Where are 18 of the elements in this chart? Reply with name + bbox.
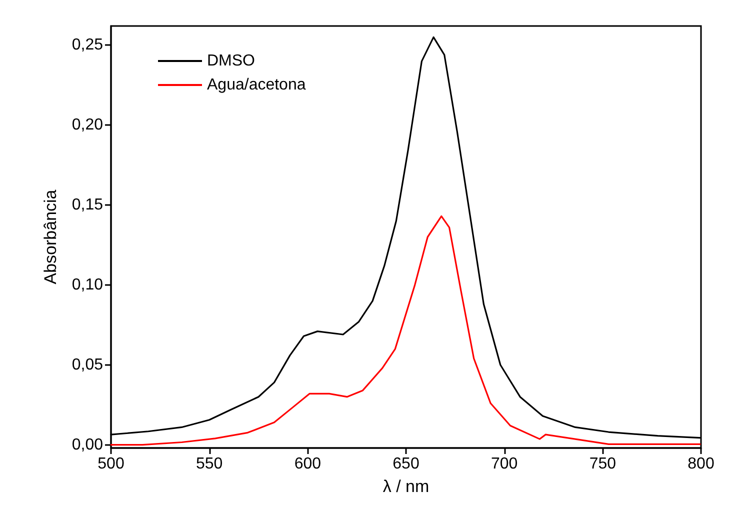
y-tick-label: 0,00 bbox=[72, 436, 104, 454]
x-tick-label: 550 bbox=[196, 456, 223, 472]
x-tick-label: 600 bbox=[294, 456, 322, 472]
y-tick-label: 0,25 bbox=[72, 36, 104, 54]
legend-label: Agua/acetona bbox=[207, 76, 306, 94]
x-axis-title: λ / nm bbox=[382, 477, 430, 496]
x-tick-label: 650 bbox=[392, 456, 420, 472]
y-tick-label: 0,10 bbox=[72, 276, 104, 294]
y-tick-label: 0,20 bbox=[72, 116, 104, 134]
x-tick-label: 750 bbox=[589, 456, 616, 472]
legend-label: DMSO bbox=[207, 52, 255, 70]
y-tick-label: 0,15 bbox=[72, 196, 104, 214]
x-tick-label: 800 bbox=[688, 456, 714, 472]
y-axis-title: Absorbância bbox=[41, 189, 60, 284]
y-tick-label: 0,05 bbox=[72, 356, 104, 374]
x-tick-label: 700 bbox=[490, 456, 518, 472]
line-series bbox=[110, 215, 701, 446]
x-tick-label: 500 bbox=[98, 456, 124, 472]
